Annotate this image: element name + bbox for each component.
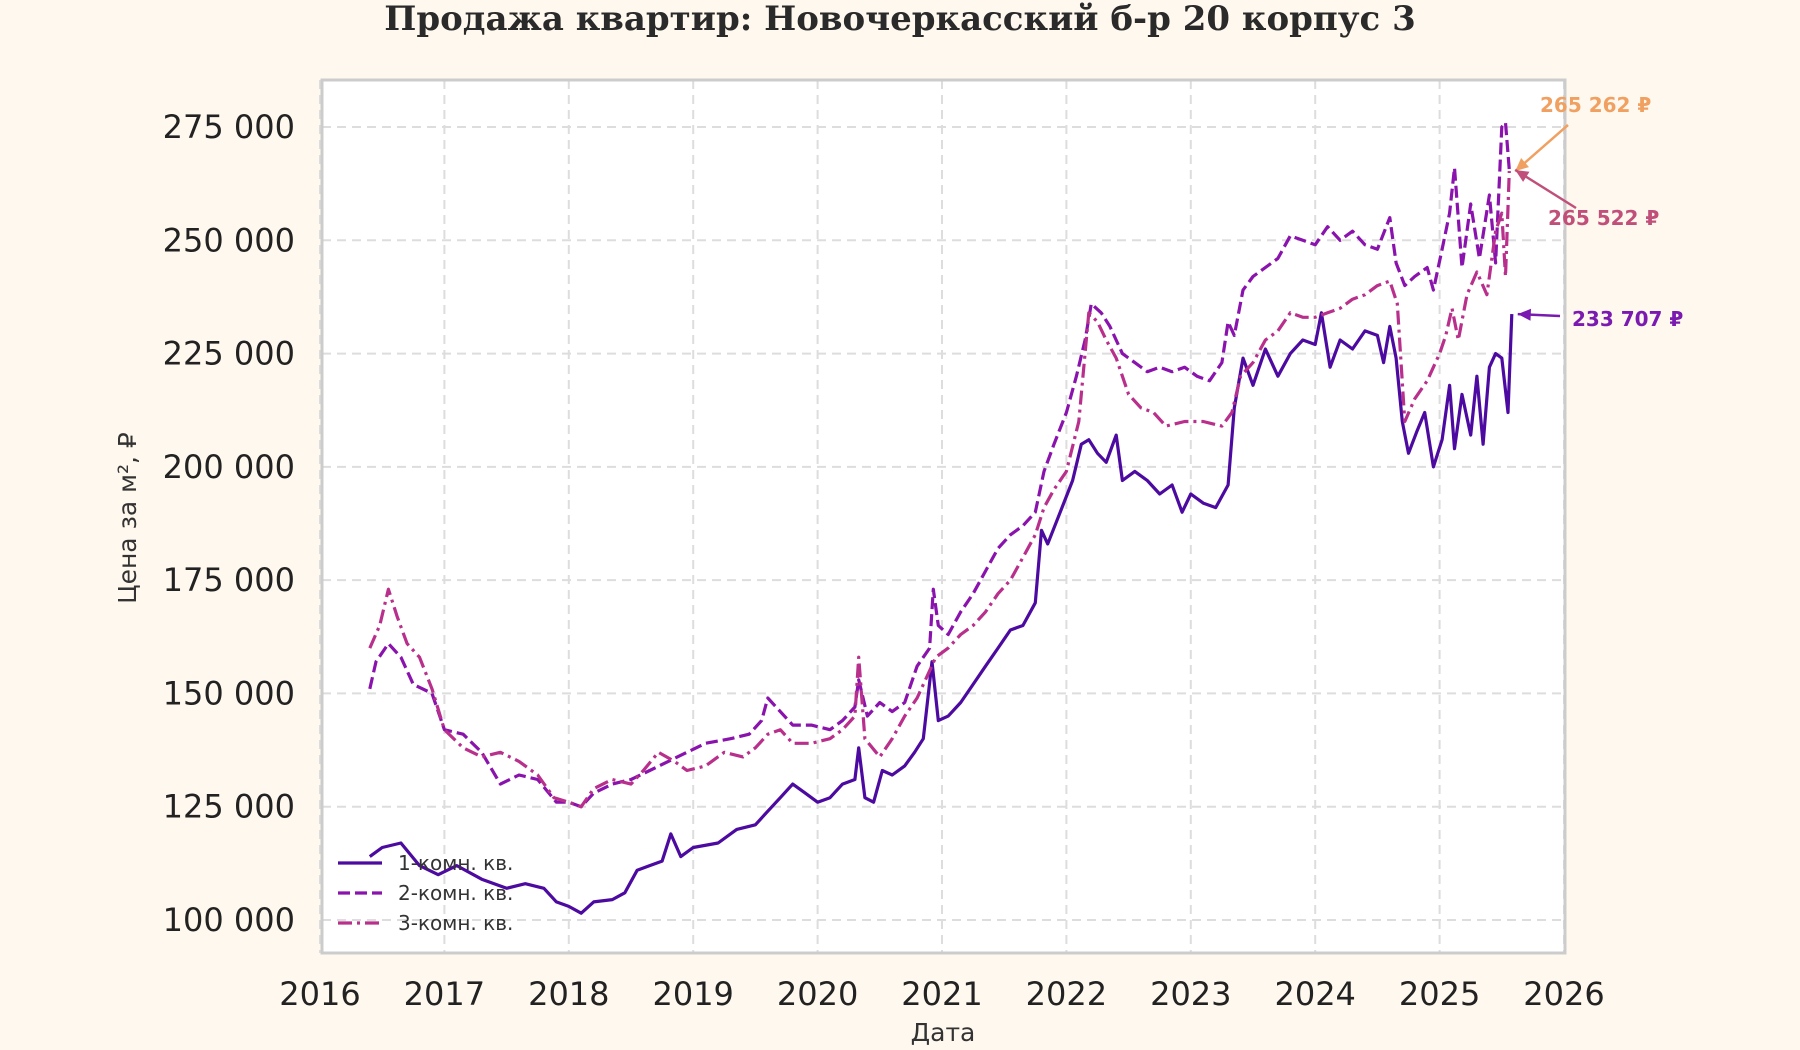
grid-lines — [319, 80, 1565, 953]
plot-area — [322, 80, 1565, 953]
x-tick-label: 2019 — [652, 975, 733, 1013]
annotation-label: 265 262 ₽ — [1540, 93, 1651, 117]
legend-label-1: 1-комн. кв. — [398, 851, 513, 875]
y-tick-label: 200 000 — [163, 448, 295, 486]
legend-label-2: 2-комн. кв. — [398, 881, 513, 905]
series-line-2 — [368, 120, 1511, 809]
y-tick-label: 250 000 — [163, 221, 295, 259]
annotation-label: 233 707 ₽ — [1572, 307, 1683, 331]
plot-frame — [320, 78, 1567, 955]
series-line-1 — [368, 311, 1514, 915]
x-tick-label: 2020 — [777, 975, 858, 1013]
x-tick-label: 2023 — [1150, 975, 1231, 1013]
axis-ticks: 2016 2017 2018 2019 2020 2021 2022 2023 2024 2025… — [163, 108, 1605, 1013]
y-tick-label: 175 000 — [163, 561, 295, 599]
x-tick-label: 2016 — [279, 975, 360, 1013]
chart-title: Продажа квартир: Новочеркасский б-р 20 к… — [384, 0, 1416, 39]
annotation-arrowhead — [1515, 169, 1530, 182]
x-tick-label: 2022 — [1026, 975, 1107, 1013]
x-tick-label: 2017 — [404, 975, 485, 1013]
y-tick-label: 100 000 — [163, 901, 295, 939]
y-tick-label: 225 000 — [163, 335, 295, 373]
annotation-arrowhead — [1517, 308, 1532, 321]
legend-label-3: 3-комн. кв. — [398, 911, 513, 935]
y-tick-label: 125 000 — [163, 788, 295, 826]
y-axis-label: Цена за м², ₽ — [113, 432, 142, 604]
data-series — [368, 120, 1514, 915]
legend: 1-комн. кв. 2-комн. кв. 3-комн. кв. — [338, 851, 513, 935]
x-tick-label: 2026 — [1523, 975, 1604, 1013]
x-tick-label: 2018 — [528, 975, 609, 1013]
annotation-arrowhead — [1515, 158, 1529, 172]
y-tick-label: 275 000 — [163, 108, 295, 146]
x-tick-label: 2025 — [1399, 975, 1480, 1013]
annotations: 265 262 ₽ 265 522 ₽ 233 707 ₽ — [1514, 93, 1683, 331]
x-axis-label: Дата — [911, 1018, 976, 1047]
y-tick-label: 150 000 — [163, 674, 295, 712]
x-tick-label: 2021 — [901, 975, 982, 1013]
x-tick-label: 2024 — [1274, 975, 1355, 1013]
annotation-label: 265 522 ₽ — [1548, 206, 1659, 230]
